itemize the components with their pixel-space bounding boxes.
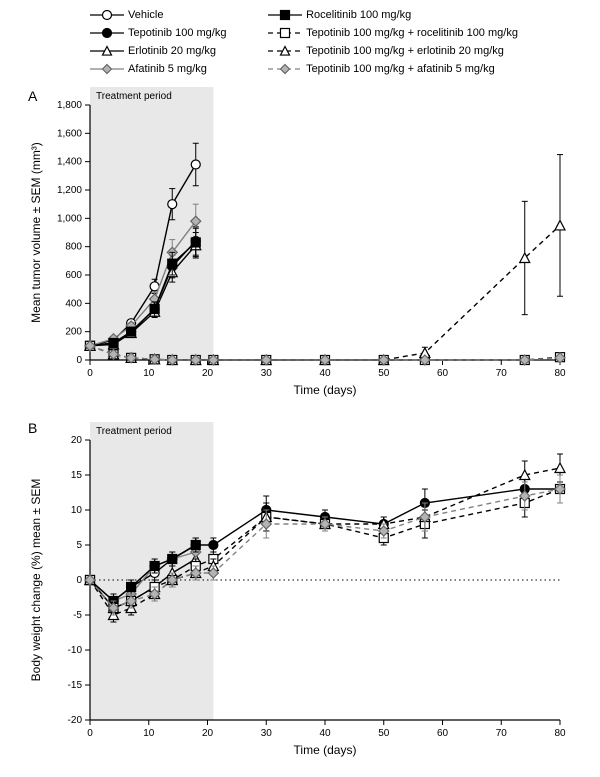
svg-text:0: 0	[87, 368, 93, 379]
svg-text:50: 50	[378, 368, 390, 379]
svg-text:Treatment period: Treatment period	[96, 426, 172, 437]
panel-a-label: A	[28, 88, 37, 104]
legend-item-vehicle: Vehicle	[90, 6, 265, 24]
svg-text:30: 30	[261, 728, 273, 739]
svg-text:-5: -5	[73, 610, 82, 621]
svg-text:Body weight change (%) mean ±: Body weight change (%) mean ± SEM	[29, 479, 43, 682]
legend-item-afatinib: Afatinib 5 mg/kg	[90, 60, 265, 78]
legend-label: Afatinib 5 mg/kg	[128, 63, 207, 75]
svg-text:1,800: 1,800	[57, 100, 82, 111]
svg-text:1,200: 1,200	[57, 185, 82, 196]
svg-text:200: 200	[65, 327, 82, 338]
svg-text:40: 40	[319, 368, 331, 379]
svg-text:80: 80	[554, 368, 566, 379]
legend-item-rocelitinib: Rocelitinib 100 mg/kg	[268, 6, 578, 24]
svg-text:40: 40	[319, 728, 331, 739]
svg-text:20: 20	[202, 728, 214, 739]
svg-text:0: 0	[76, 575, 82, 586]
svg-text:400: 400	[65, 298, 82, 309]
legend-label: Tepotinib 100 mg/kg + afatinib 5 mg/kg	[306, 63, 495, 75]
svg-text:15: 15	[71, 470, 83, 481]
svg-text:50: 50	[378, 728, 390, 739]
svg-text:0: 0	[87, 728, 93, 739]
legend-item-tepotinib: Tepotinib 100 mg/kg	[90, 24, 265, 42]
svg-text:Mean tumor volume ± SEM (mm³): Mean tumor volume ± SEM (mm³)	[29, 142, 43, 323]
svg-text:70: 70	[496, 368, 508, 379]
legend-item-tep_roc: Tepotinib 100 mg/kg + rocelitinib 100 mg…	[268, 24, 578, 42]
legend-label: Tepotinib 100 mg/kg + erlotinib 20 mg/kg	[306, 45, 504, 57]
svg-text:60: 60	[437, 728, 449, 739]
svg-text:10: 10	[71, 505, 83, 516]
svg-text:30: 30	[261, 368, 273, 379]
legend-label: Rocelitinib 100 mg/kg	[306, 9, 411, 21]
svg-text:20: 20	[71, 435, 83, 446]
svg-text:-10: -10	[68, 645, 83, 656]
legend: Vehicle Tepotinib 100 mg/kg Erlotinib 20 m…	[90, 6, 578, 78]
svg-text:1,000: 1,000	[57, 213, 82, 224]
svg-text:5: 5	[76, 540, 82, 551]
figure-root: Vehicle Tepotinib 100 mg/kg Erlotinib 20 m…	[0, 0, 600, 777]
svg-text:1,400: 1,400	[57, 157, 82, 168]
panel-b-label: B	[28, 420, 37, 436]
svg-text:600: 600	[65, 270, 82, 281]
svg-text:1,600: 1,600	[57, 128, 82, 139]
legend-label: Erlotinib 20 mg/kg	[128, 45, 216, 57]
svg-text:70: 70	[496, 728, 508, 739]
svg-text:20: 20	[202, 368, 214, 379]
chart-canvas: Treatment period02004006008001,0001,2001…	[0, 0, 600, 777]
legend-label: Tepotinib 100 mg/kg + rocelitinib 100 mg…	[306, 27, 518, 39]
svg-text:Treatment period: Treatment period	[96, 91, 172, 102]
legend-item-erlotinib: Erlotinib 20 mg/kg	[90, 42, 265, 60]
legend-label: Tepotinib 100 mg/kg	[128, 27, 226, 39]
svg-text:Time (days): Time (days)	[294, 383, 357, 397]
svg-text:60: 60	[437, 368, 449, 379]
svg-text:800: 800	[65, 242, 82, 253]
legend-item-tep_afa: Tepotinib 100 mg/kg + afatinib 5 mg/kg	[268, 60, 578, 78]
legend-item-tep_erl: Tepotinib 100 mg/kg + erlotinib 20 mg/kg	[268, 42, 578, 60]
svg-text:Time (days): Time (days)	[294, 743, 357, 757]
svg-text:10: 10	[143, 368, 155, 379]
svg-text:80: 80	[554, 728, 566, 739]
svg-text:0: 0	[76, 355, 82, 366]
svg-text:10: 10	[143, 728, 155, 739]
legend-label: Vehicle	[128, 9, 163, 21]
svg-text:-15: -15	[68, 680, 83, 691]
svg-text:-20: -20	[68, 715, 83, 726]
